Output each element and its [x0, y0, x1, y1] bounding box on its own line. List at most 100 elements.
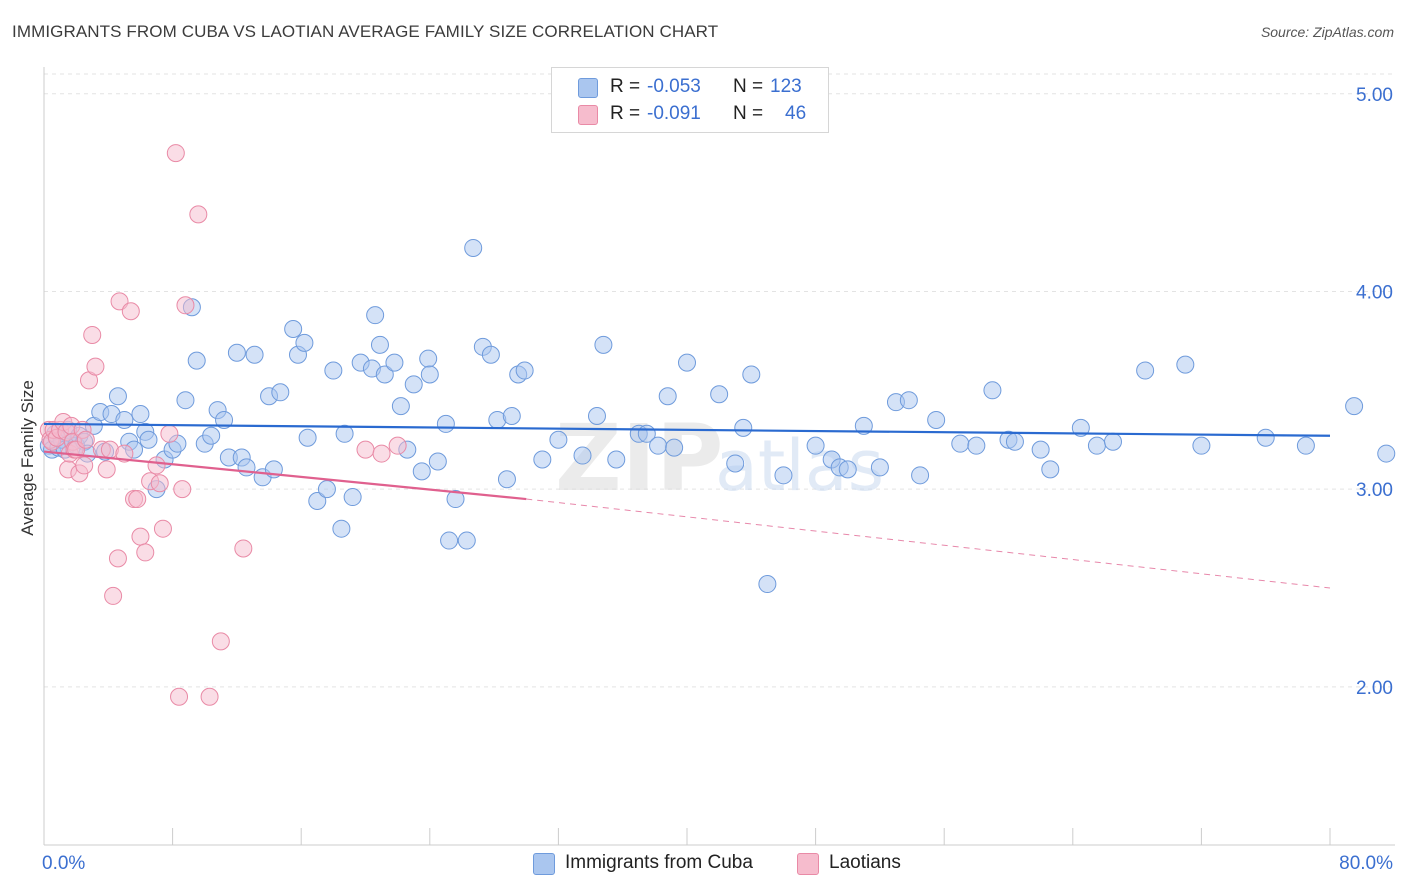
grid-lines: [44, 73, 1395, 688]
point-cuba: [245, 345, 264, 364]
point-laotians: [131, 527, 150, 546]
point-cuba: [420, 365, 439, 384]
y-tick-label: 2.00: [1356, 678, 1393, 699]
point-cuba: [607, 450, 626, 469]
point-cuba: [742, 365, 761, 384]
point-cuba: [649, 436, 668, 455]
bottom-legend-swatch-laotians: [797, 853, 819, 875]
point-cuba: [385, 353, 404, 372]
point-cuba: [967, 436, 986, 455]
point-cuba: [983, 381, 1002, 400]
point-cuba: [838, 460, 857, 479]
point-cuba: [370, 335, 389, 354]
point-cuba: [533, 450, 552, 469]
point-cuba: [1041, 460, 1060, 479]
legend-swatch-cuba: [578, 78, 598, 98]
point-laotians: [170, 687, 189, 706]
point-cuba: [726, 454, 745, 473]
point-cuba: [870, 458, 889, 477]
point-laotians: [97, 460, 116, 479]
trend-line-cuba: [43, 422, 1331, 437]
point-laotians: [104, 586, 123, 605]
legend-r-label: R =: [610, 103, 641, 124]
point-laotians: [153, 519, 172, 538]
point-laotians: [75, 456, 94, 475]
point-cuba: [404, 375, 423, 394]
point-cuba: [951, 434, 970, 453]
point-laotians: [76, 430, 95, 449]
point-laotians: [147, 456, 166, 475]
correlation-legend: R = -0.053 N = 123 R = -0.091 N = 46: [551, 67, 829, 133]
point-laotians: [108, 549, 127, 568]
point-cuba: [366, 306, 385, 325]
point-cuba: [1031, 440, 1050, 459]
point-laotians: [388, 436, 407, 455]
point-cuba: [237, 458, 256, 477]
point-cuba: [317, 480, 336, 499]
point-laotians: [200, 687, 219, 706]
legend-n-value-cuba: 123: [770, 76, 802, 97]
point-laotians: [86, 357, 105, 376]
point-cuba: [710, 385, 729, 404]
point-cuba: [428, 452, 447, 471]
point-laotians: [189, 205, 208, 224]
legend-r-value-cuba: -0.053: [647, 76, 701, 97]
x-tick-label-min: 0.0%: [42, 853, 85, 874]
point-cuba: [335, 424, 354, 443]
point-cuba: [1296, 436, 1315, 455]
bottom-legend-swatch-cuba: [533, 853, 555, 875]
point-cuba: [139, 430, 158, 449]
point-cuba: [1192, 436, 1211, 455]
legend-n-value-laotians: 46: [785, 103, 807, 124]
chart-title: IMMIGRANTS FROM CUBA VS LAOTIAN AVERAGE …: [12, 22, 719, 41]
legend-n-label: N =: [733, 76, 764, 97]
axes: [43, 67, 1395, 846]
point-cuba: [1377, 444, 1396, 463]
point-cuba: [899, 391, 918, 410]
point-cuba: [1136, 361, 1155, 380]
point-cuba: [446, 490, 465, 509]
y-tick-label: 3.00: [1356, 480, 1393, 501]
legend-n-label: N =: [733, 103, 764, 124]
point-laotians: [356, 440, 375, 459]
point-cuba: [115, 410, 134, 429]
point-cuba: [1087, 436, 1106, 455]
point-cuba: [502, 407, 521, 426]
bottom-legend-label-laotians: Laotians: [829, 852, 901, 873]
point-cuba: [391, 397, 410, 416]
point-cuba: [308, 492, 327, 511]
point-laotians: [372, 444, 391, 463]
point-cuba: [108, 387, 127, 406]
trend-lines: [43, 422, 1331, 589]
point-cuba: [678, 353, 696, 372]
y-axis-title: Average Family Size: [18, 380, 37, 536]
axis-labels: 2.00 3.00 4.00 5.00 0.0% 80.0% Average Family …: [18, 85, 1393, 874]
point-cuba: [284, 320, 303, 339]
trend-line-laotians-extrapolated: [526, 498, 1331, 589]
point-cuba: [332, 519, 351, 538]
point-laotians: [166, 144, 185, 163]
point-cuba: [774, 466, 793, 485]
point-cuba: [464, 238, 483, 257]
series-cuba-points: [39, 238, 1396, 594]
point-cuba: [854, 416, 873, 435]
point-laotians: [176, 296, 195, 315]
point-cuba: [549, 430, 568, 449]
point-laotians: [234, 539, 253, 558]
point-cuba: [587, 407, 606, 426]
point-cuba: [215, 410, 234, 429]
point-cuba: [1176, 355, 1195, 374]
point-cuba: [515, 361, 534, 380]
point-cuba: [1345, 397, 1364, 416]
point-cuba: [343, 488, 362, 507]
point-cuba: [665, 438, 684, 457]
point-cuba: [436, 414, 455, 433]
point-cuba: [131, 405, 150, 424]
point-laotians: [115, 444, 134, 463]
point-cuba: [412, 462, 431, 481]
point-laotians: [121, 302, 140, 321]
trend-line-laotians: [43, 450, 527, 501]
point-cuba: [594, 335, 613, 354]
point-cuba: [227, 343, 246, 362]
